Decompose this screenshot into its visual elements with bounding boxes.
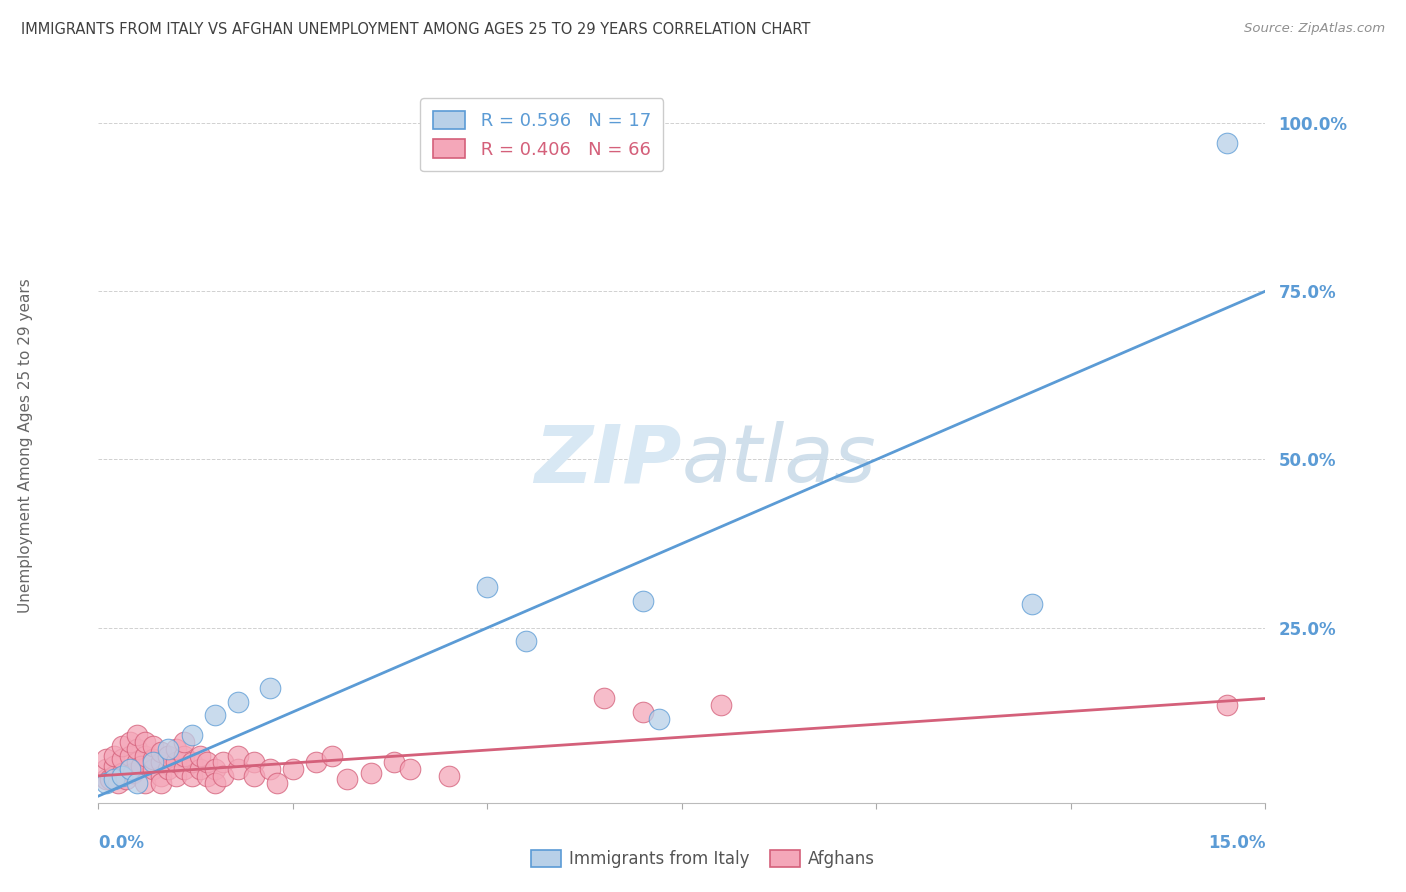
Point [165,742,187,756]
Point [103,758,125,772]
Point [98,772,121,787]
Point [157,748,180,763]
Point [204,708,226,723]
Point [212,769,235,783]
Point [96,775,118,789]
Point [149,769,172,783]
Point [173,762,195,776]
Point [142,739,165,753]
Point [118,748,141,763]
Legend:  R = 0.596   N = 17,  R = 0.406   N = 66: R = 0.596 N = 17, R = 0.406 N = 66 [420,98,664,171]
Point [96,752,118,766]
Point [259,681,281,696]
Point [165,756,187,770]
Point [228,748,250,763]
Point [710,698,733,713]
Text: Source: ZipAtlas.com: Source: ZipAtlas.com [1244,22,1385,36]
Point [360,765,382,780]
Point [204,762,226,776]
Point [631,594,654,608]
Text: atlas: atlas [682,421,877,500]
Point [142,762,165,776]
Point [180,756,202,770]
Point [212,756,235,770]
Point [477,580,499,594]
Point [134,748,156,763]
Point [122,765,145,780]
Point [157,742,180,756]
Point [647,712,669,726]
Point [111,752,134,766]
Point [111,739,134,753]
Point [437,769,460,783]
Point [259,762,281,776]
Point [515,634,537,648]
Point [1215,136,1237,150]
Point [204,775,226,789]
Point [114,772,136,787]
Point [631,705,654,719]
Point [142,756,165,770]
Point [103,769,125,783]
Point [96,772,118,787]
Legend: Immigrants from Italy, Afghans: Immigrants from Italy, Afghans [524,843,882,875]
Text: 15.0%: 15.0% [1208,834,1265,852]
Point [157,762,180,776]
Text: Unemployment Among Ages 25 to 29 years: Unemployment Among Ages 25 to 29 years [18,278,32,614]
Point [266,775,288,789]
Point [96,762,118,776]
Point [127,742,149,756]
Point [142,752,165,766]
Point [1021,597,1043,611]
Point [281,762,304,776]
Point [195,756,218,770]
Point [188,762,211,776]
Point [173,748,195,763]
Point [321,748,343,763]
Point [129,758,152,772]
Point [118,762,141,776]
Point [173,735,195,749]
Point [149,756,172,770]
Text: 0.0%: 0.0% [98,834,145,852]
Point [336,772,359,787]
Point [118,762,141,776]
Point [180,729,202,743]
Point [243,769,266,783]
Point [180,769,202,783]
Text: IMMIGRANTS FROM ITALY VS AFGHAN UNEMPLOYMENT AMONG AGES 25 TO 29 YEARS CORRELATI: IMMIGRANTS FROM ITALY VS AFGHAN UNEMPLOY… [21,22,810,37]
Point [103,748,125,763]
Point [134,735,156,749]
Point [593,691,616,706]
Point [103,772,125,787]
Point [149,775,172,789]
Point [149,745,172,759]
Point [398,762,420,776]
Point [111,769,134,783]
Text: ZIP: ZIP [534,421,682,500]
Point [118,735,141,749]
Point [165,769,187,783]
Point [111,765,134,780]
Point [188,748,211,763]
Point [382,756,405,770]
Point [134,775,156,789]
Point [228,762,250,776]
Point [243,756,266,770]
Point [127,756,149,770]
Point [305,756,328,770]
Point [127,729,149,743]
Point [127,775,149,789]
Point [195,769,218,783]
Point [107,775,129,789]
Point [228,695,250,709]
Point [1215,698,1237,713]
